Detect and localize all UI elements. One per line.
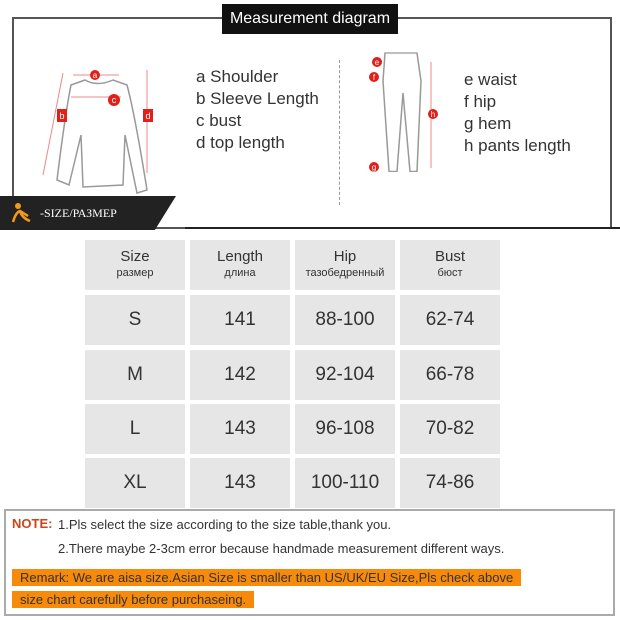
marker-a: a xyxy=(93,71,98,80)
header-en: Hip xyxy=(333,248,357,265)
marker-d-icon xyxy=(143,109,153,122)
marker-b-icon xyxy=(57,109,67,122)
table-cell: 96-108 xyxy=(295,404,395,454)
header-ru: бюст xyxy=(437,267,463,279)
remark-line-1: Remark: We are aisa size.Asian Size is s… xyxy=(12,569,522,586)
marker-a-icon xyxy=(90,70,100,80)
marker-e: e xyxy=(375,58,380,67)
marker-f-icon xyxy=(369,72,379,82)
table-cell: 70-82 xyxy=(400,404,500,454)
header-ru: тазобедренный xyxy=(305,267,385,279)
table-cell: 92-104 xyxy=(295,350,395,400)
table-cell: M xyxy=(85,350,185,400)
table-cell: 143 xyxy=(190,458,290,508)
marker-b: b xyxy=(59,111,64,121)
table-cell: 62-74 xyxy=(400,295,500,345)
note-label: NOTE: xyxy=(12,516,53,531)
legend-f: f hip xyxy=(464,92,497,111)
header-ru: длина xyxy=(224,267,256,279)
marker-f: f xyxy=(373,73,376,82)
legend-h: h pants length xyxy=(464,136,571,155)
header-cell: Bust бюст xyxy=(400,240,500,290)
remark-line-2: size chart carefully before purchaseing. xyxy=(12,591,255,608)
marker-h-icon xyxy=(428,109,438,119)
legend-g: g hem xyxy=(464,114,512,133)
marker-h: h xyxy=(431,110,435,119)
size-banner xyxy=(0,196,176,230)
top-garment-illustration: a c b d xyxy=(42,70,153,194)
diagram-title: Measurement diagram xyxy=(222,4,398,34)
legend-e: e waist xyxy=(464,70,517,89)
section-rule xyxy=(185,227,620,229)
table-cell: 88-100 xyxy=(295,295,395,345)
table-cell: 66-78 xyxy=(400,350,500,400)
header-en: Bust xyxy=(434,248,465,265)
note-line-2: 2.There maybe 2-3cm error because handma… xyxy=(58,541,505,556)
marker-g: g xyxy=(372,163,376,172)
header-cell: Size размер xyxy=(85,240,185,290)
marker-c-icon xyxy=(108,94,120,106)
header-cell: Length длина xyxy=(190,240,290,290)
header-cell: Hip тазобедренный xyxy=(295,240,395,290)
note-box xyxy=(4,509,615,616)
header-en: Length xyxy=(217,248,263,265)
top-legend: a Shoulder b Sleeve Length c bust d top … xyxy=(196,66,319,154)
divider xyxy=(339,60,340,205)
legend-c: c bust xyxy=(196,111,242,130)
legend-d: d top length xyxy=(196,133,285,152)
header-en: Size xyxy=(120,248,150,265)
table-cell: 141 xyxy=(190,295,290,345)
marker-d: d xyxy=(145,111,150,121)
legend-a: a Shoulder xyxy=(196,67,279,86)
table-cell: 74-86 xyxy=(400,458,500,508)
pants-legend: e waist f hip g hem h pants length xyxy=(464,69,571,157)
marker-g-icon xyxy=(369,162,379,172)
note-line-1: 1.Pls select the size according to the s… xyxy=(58,517,392,532)
table-cell: L xyxy=(85,404,185,454)
legend-b: b Sleeve Length xyxy=(196,89,319,108)
size-banner-text: -SIZE/РАЗМЕР xyxy=(40,206,117,220)
marker-e-icon xyxy=(372,57,382,67)
table-cell: 143 xyxy=(190,404,290,454)
table-cell: 142 xyxy=(190,350,290,400)
logo-icon xyxy=(11,203,31,223)
table-cell: 100-110 xyxy=(295,458,395,508)
table-cell: S xyxy=(85,295,185,345)
header-ru: размер xyxy=(116,267,154,279)
marker-c: c xyxy=(112,95,117,105)
table-cell: XL xyxy=(85,458,185,508)
pants-illustration: e f h g xyxy=(369,52,438,173)
